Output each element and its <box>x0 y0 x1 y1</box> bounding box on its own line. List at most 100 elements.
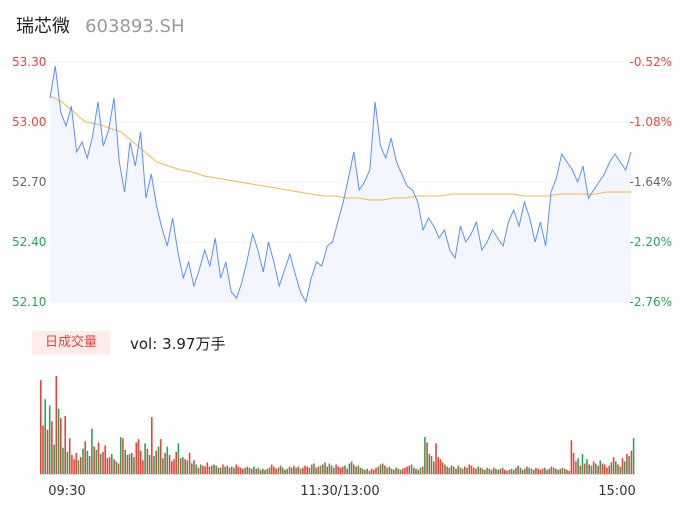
volume-bar <box>373 469 375 474</box>
volume-bar <box>310 464 313 474</box>
volume-bar <box>322 464 324 474</box>
volume-bar <box>603 464 606 474</box>
volume-bar <box>306 466 308 474</box>
volume-bar <box>155 450 157 474</box>
volume-bar <box>439 459 442 474</box>
volume-bar <box>421 466 424 474</box>
volume-bar <box>479 467 482 474</box>
volume-bar <box>73 459 75 474</box>
volume-bar <box>550 466 553 474</box>
volume-bar <box>568 470 570 474</box>
volume-bar <box>319 465 322 474</box>
volume-bar <box>501 467 504 474</box>
volume-bar <box>202 465 204 474</box>
volume-bar <box>606 467 608 474</box>
volume-bar <box>115 461 118 474</box>
volume-bar <box>133 457 135 474</box>
volume-bar <box>168 455 171 474</box>
volume-bar <box>521 469 524 474</box>
volume-bar <box>186 460 189 474</box>
volume-bar <box>117 463 120 474</box>
volume-bar <box>583 463 586 474</box>
volume-bar <box>282 467 284 474</box>
volume-bar <box>162 458 164 474</box>
volume-bar <box>339 467 342 474</box>
price-tick-label: 52.40 <box>12 235 46 249</box>
volume-bar <box>437 457 439 474</box>
volume-bar <box>548 468 550 474</box>
volume-bar <box>51 421 53 474</box>
volume-bar <box>361 468 364 474</box>
stock-name: 瑞芯微 <box>16 16 70 37</box>
price-tick-label: 53.30 <box>12 55 46 69</box>
volume-bar <box>182 457 184 474</box>
volume-bar <box>233 467 235 474</box>
volume-bar <box>82 448 84 474</box>
volume-bar <box>86 450 89 474</box>
volume-bar <box>408 465 411 474</box>
volume-bar <box>630 450 633 474</box>
volume-bar <box>66 451 69 474</box>
volume-bar <box>111 454 113 474</box>
volume-bar <box>575 461 577 474</box>
price-area-fill <box>50 66 631 302</box>
volume-bar <box>610 462 613 474</box>
volume-bar <box>395 467 397 474</box>
volume-bar <box>286 468 288 474</box>
volume-bar <box>77 460 80 474</box>
volume-bar <box>175 451 177 474</box>
volume-bar <box>488 468 491 474</box>
volume-bar <box>586 459 588 474</box>
volume-bar <box>632 438 635 474</box>
volume-bar <box>242 468 244 474</box>
percent-tick-label: -2.76% <box>630 295 672 309</box>
percent-tick-label: -2.20% <box>630 235 672 249</box>
volume-bar <box>166 446 169 474</box>
volume-bar <box>377 466 380 474</box>
volume-bar <box>204 466 206 474</box>
volume-bar <box>477 466 479 474</box>
daily-volume-tab[interactable]: 日成交量 <box>32 331 110 355</box>
volume-bar <box>293 465 295 474</box>
volume-bar <box>452 466 455 474</box>
volume-bar <box>157 446 160 474</box>
volume-bar <box>304 465 306 474</box>
volume-bar <box>544 467 546 474</box>
volume-bar <box>64 416 66 474</box>
volume-bar <box>273 466 275 474</box>
volume-bar <box>419 467 422 474</box>
volume-bar <box>577 458 579 474</box>
volume-bar <box>459 467 462 474</box>
volume-bar <box>171 461 173 474</box>
volume-bar <box>239 467 242 474</box>
volume-bar <box>519 467 522 474</box>
volume-bar <box>222 464 224 474</box>
volume-bar <box>455 468 457 474</box>
volume-bar <box>208 466 211 474</box>
volume-bar <box>262 468 264 474</box>
volume-bar <box>515 467 517 474</box>
volume-bar <box>557 469 559 474</box>
stock-code: 603893.SH <box>85 16 185 37</box>
volume-bar <box>526 466 528 474</box>
volume-bar <box>393 469 395 474</box>
volume-bar <box>348 463 351 474</box>
volume-bar <box>139 450 142 474</box>
volume-bar <box>268 467 271 474</box>
volume-bar <box>108 457 111 474</box>
average-price-line <box>49 95 631 201</box>
volume-bar <box>552 467 555 474</box>
volume-bar <box>62 447 64 474</box>
volume-bar <box>113 459 115 474</box>
volume-bar <box>448 467 451 474</box>
volume-bar <box>344 465 346 474</box>
volume-bar <box>623 461 626 474</box>
volume-bar <box>472 467 475 474</box>
volume-bar <box>284 469 286 474</box>
volume-bar <box>628 456 630 474</box>
volume-readout: vol: 3.97万手 <box>130 333 225 354</box>
left-price-axis: 53.30 53.00 52.70 52.40 52.10 <box>12 55 46 309</box>
volume-bar <box>57 408 60 474</box>
volume-bar <box>410 464 413 474</box>
volume-bar <box>446 466 448 474</box>
